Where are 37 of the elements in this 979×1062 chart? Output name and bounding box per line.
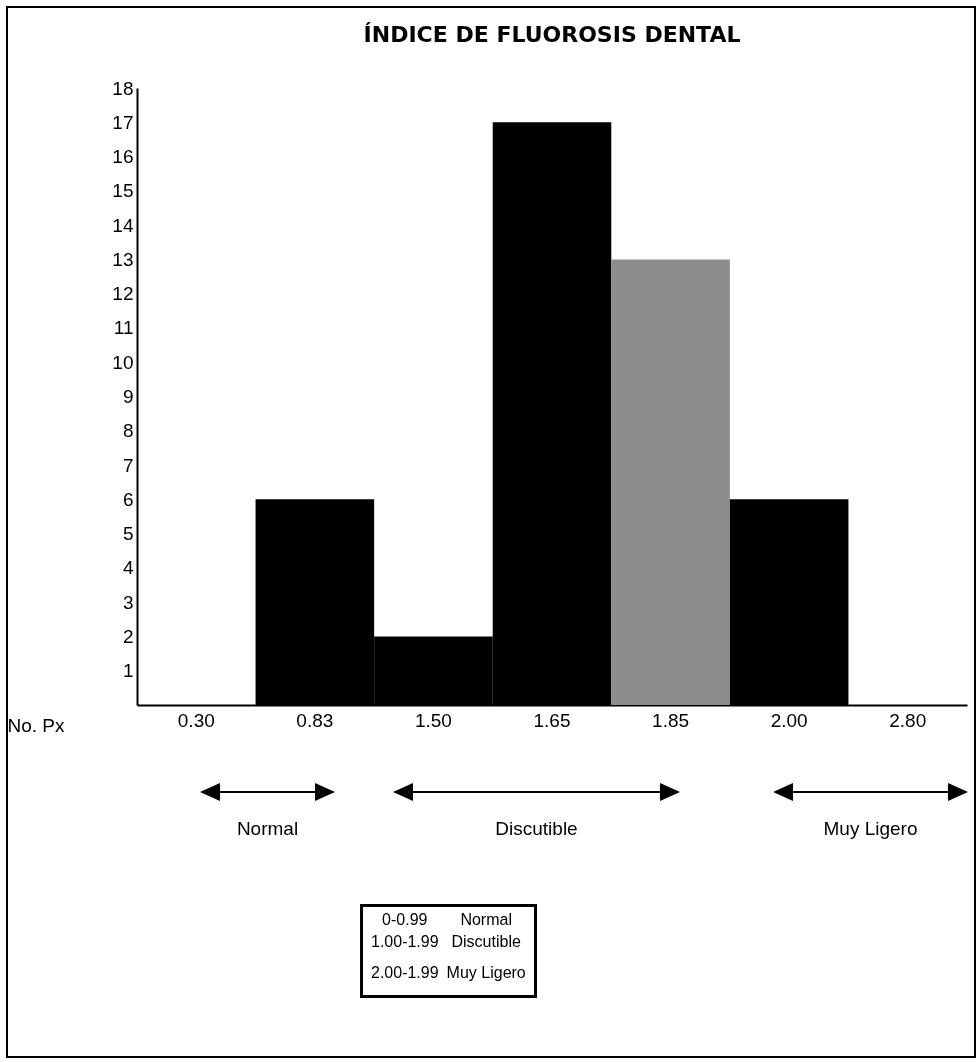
y-tick-label: 12 bbox=[112, 283, 134, 305]
y-tick-label: 2 bbox=[122, 625, 134, 647]
x-tick-label: 1.50 bbox=[414, 709, 452, 731]
y-tick-label: 1 bbox=[122, 660, 134, 682]
text: 0-0.99 bbox=[381, 910, 429, 930]
text: 2.00-1.99 bbox=[370, 963, 440, 983]
y-tick-label: 5 bbox=[122, 523, 134, 545]
y-tick-label: 8 bbox=[122, 420, 134, 442]
y-tick-label: 18 bbox=[112, 77, 134, 99]
y-tick-label: 4 bbox=[122, 557, 134, 579]
bar bbox=[611, 259, 730, 705]
y-tick-label: 13 bbox=[112, 248, 134, 270]
y-tick-label: 11 bbox=[113, 317, 134, 339]
text: Normal bbox=[235, 818, 300, 840]
y-tick-label: 7 bbox=[122, 454, 134, 476]
text: Normal bbox=[459, 910, 513, 930]
y-tick-label: 15 bbox=[112, 180, 134, 202]
y-tick-label: 10 bbox=[112, 351, 134, 373]
y-tick-label: 14 bbox=[112, 214, 134, 236]
x-tick-label: 2.80 bbox=[889, 709, 927, 731]
text: 1.00-1.99 bbox=[370, 932, 440, 952]
x-tick-label: 0.30 bbox=[177, 709, 215, 731]
y-tick-label: 6 bbox=[122, 488, 134, 510]
text: Discutible bbox=[494, 818, 579, 840]
text: Discutible bbox=[450, 932, 522, 952]
text: Muy Ligero bbox=[822, 818, 919, 840]
x-tick-label: 1.85 bbox=[652, 709, 690, 731]
y-tick-label: 9 bbox=[122, 386, 134, 407]
y-axis-title: No. Px bbox=[7, 714, 66, 736]
y-tick-label: 17 bbox=[112, 111, 134, 133]
chart-title: ÍNDICE DE FLUOROSIS DENTAL bbox=[363, 22, 741, 47]
text: Muy Ligero bbox=[445, 963, 527, 983]
y-tick-label: 16 bbox=[112, 146, 134, 168]
x-tick-label: 2.00 bbox=[770, 709, 808, 731]
y-tick-label: 3 bbox=[122, 591, 134, 613]
x-tick-label: 0.83 bbox=[296, 709, 334, 731]
x-tick-label: 1.65 bbox=[533, 709, 571, 731]
